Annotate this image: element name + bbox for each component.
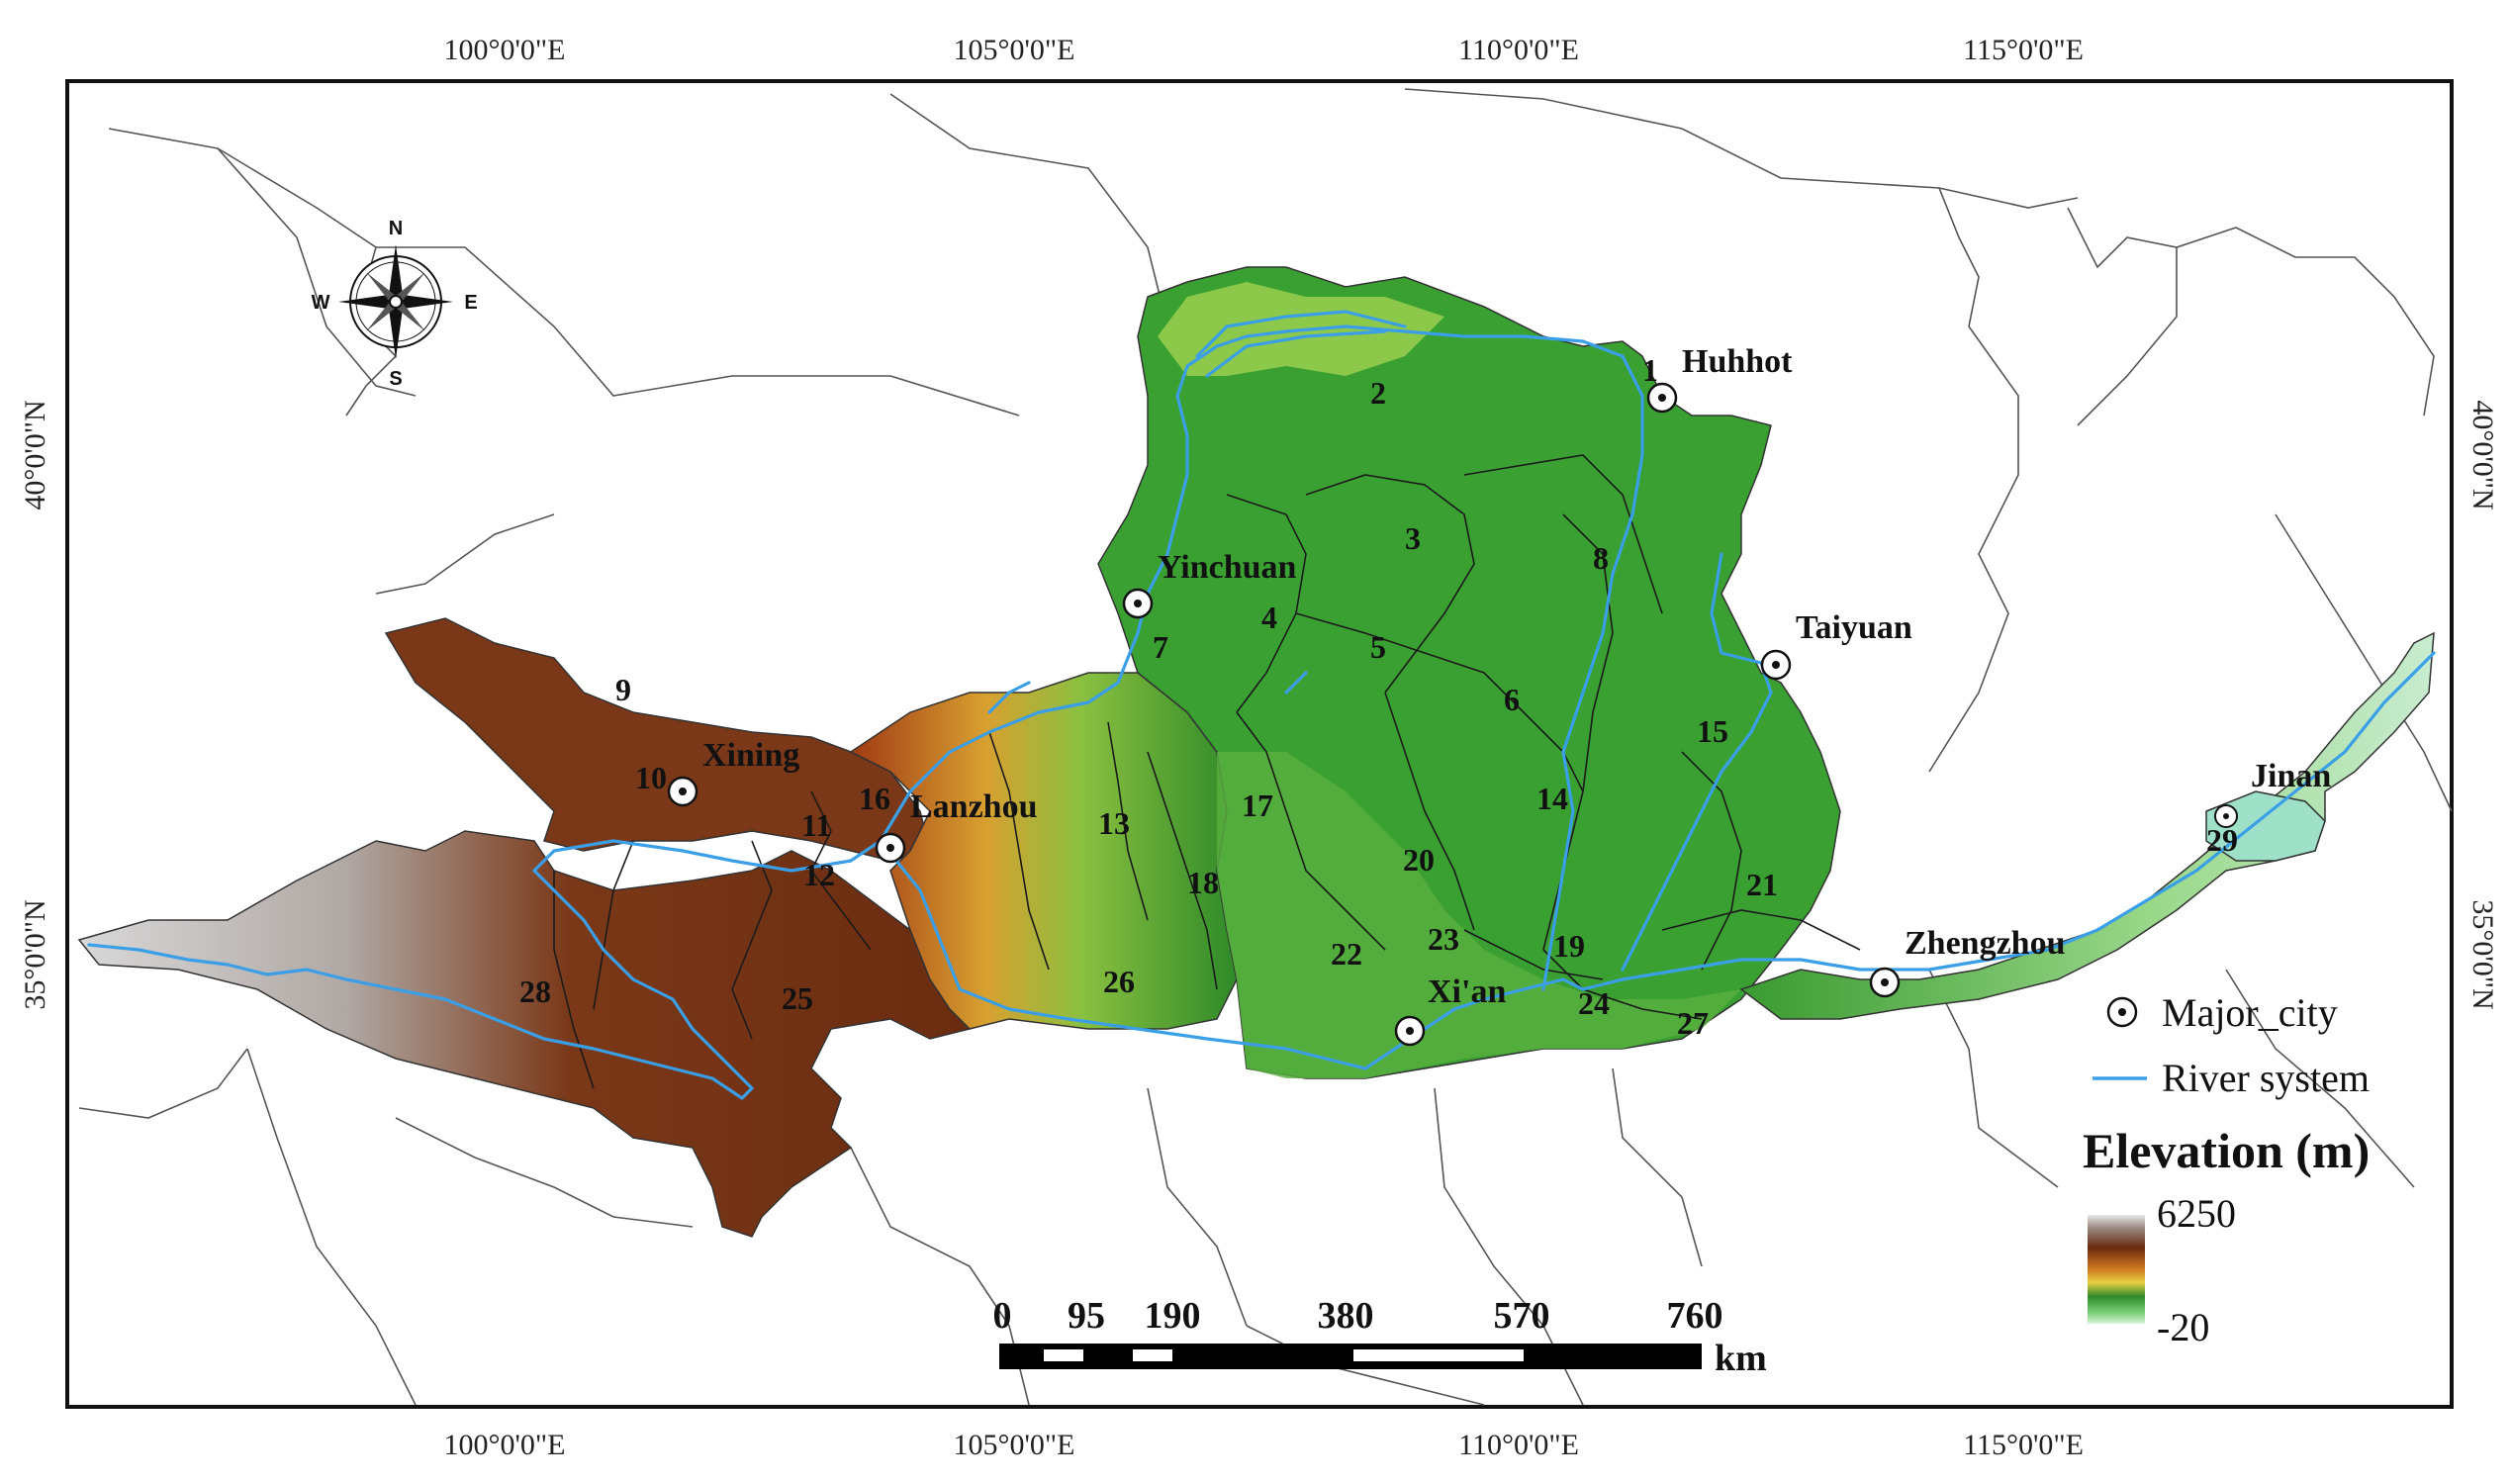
subbasin-number: 5: [1370, 629, 1386, 665]
scale-label: 570: [1494, 1295, 1550, 1337]
lat-tick-left: 35°0'0"N: [19, 899, 51, 1009]
lon-tick-top: 115°0'0"E: [1963, 34, 2084, 66]
lon-tick-bottom: 115°0'0"E: [1963, 1429, 2084, 1461]
elevation-max: 6250: [2157, 1191, 2236, 1236]
city-label-yinchuan: Yinchuan: [1158, 549, 1297, 586]
subbasin-number: 16: [859, 781, 890, 816]
subbasin-number: 6: [1504, 682, 1520, 717]
compass-s: S: [389, 368, 402, 390]
compass-e: E: [464, 292, 477, 314]
subbasin-number: 9: [615, 672, 631, 707]
scale-unit: km: [1715, 1338, 1767, 1379]
city-label-taiyuan: Taiyuan: [1796, 609, 1912, 646]
elevation-colorbar: [2088, 1215, 2145, 1324]
subbasin-number: 4: [1261, 600, 1277, 635]
subbasin-number: 12: [803, 857, 835, 892]
lon-tick-top: 110°0'0"E: [1458, 34, 1579, 66]
city-label-xian: Xi'an: [1428, 974, 1506, 1010]
lon-tick-bottom: 105°0'0"E: [954, 1429, 1075, 1461]
subbasin-number: 11: [801, 807, 831, 843]
subbasin-number: 23: [1428, 921, 1459, 957]
lat-tick-left: 40°0'0"N: [19, 400, 51, 510]
subbasin-number: 22: [1331, 936, 1362, 972]
lat-tick-right: 35°0'0"N: [2466, 899, 2499, 1009]
subbasin-number: 26: [1103, 964, 1135, 999]
subbasin-number: 8: [1593, 540, 1609, 576]
scale-label: 0: [993, 1295, 1012, 1337]
subbasin-number: 18: [1187, 865, 1219, 900]
subbasin-number: 29: [2206, 822, 2238, 858]
elevation-min: -20: [2157, 1305, 2209, 1349]
subbasin-number: 2: [1370, 375, 1386, 411]
city-marker-icon: [2214, 804, 2238, 828]
subbasin-number: 21: [1746, 867, 1778, 902]
scale-label: 380: [1318, 1295, 1374, 1337]
subbasin-numbers: 1 2 3 4 5 6 7 8 9 10 11 12 13 14 15 16 1…: [519, 352, 2238, 1041]
city-label-zhengzhou: Zhengzhou: [1905, 925, 2066, 962]
lat-tick-right: 40°0'0"N: [2466, 400, 2499, 510]
subbasin-number: 20: [1403, 842, 1435, 878]
river-system: [87, 310, 2436, 1100]
city-marker-icon: [1760, 649, 1792, 681]
subbasin-number: 28: [519, 974, 551, 1009]
coordinate-ticks: 100°0'0"E 105°0'0"E 110°0'0"E 115°0'0"E …: [19, 34, 2499, 1461]
compass-rose-icon: N S E W: [312, 218, 478, 390]
subbasin-number: 13: [1098, 805, 1130, 841]
scale-label: 760: [1667, 1295, 1723, 1337]
subbasin-number: 3: [1405, 520, 1421, 556]
city-label-lanzhou: Lanzhou: [910, 788, 1038, 825]
map-legend: Major_city River system Elevation (m) 62…: [2083, 990, 2370, 1349]
compass-w: W: [312, 292, 330, 314]
city-label-huhhot: Huhhot: [1682, 343, 1793, 380]
city-label-xining: Xining: [702, 737, 799, 774]
lon-tick-bottom: 100°0'0"E: [444, 1429, 566, 1461]
lon-tick-top: 105°0'0"E: [954, 34, 1075, 66]
subbasin-number: 10: [635, 760, 667, 795]
subbasin-number: 24: [1578, 985, 1610, 1021]
subbasin-number: 19: [1553, 928, 1585, 964]
city-labels: Huhhot Yinchuan Taiyuan Xining Lanzhou X…: [702, 343, 2331, 1010]
lon-tick-bottom: 110°0'0"E: [1458, 1429, 1579, 1461]
compass-n: N: [389, 218, 403, 239]
province-boundaries: [78, 88, 2453, 1406]
city-marker-icon: [667, 776, 698, 807]
city-marker-icon: [1646, 382, 1678, 414]
city-label-jinan: Jinan: [2251, 758, 2331, 794]
city-marker-icon: [1122, 588, 1154, 619]
subbasin-number: 15: [1697, 713, 1728, 749]
city-markers: [667, 382, 2238, 1047]
subbasin-number: 25: [782, 980, 813, 1016]
legend-major-city: Major_city: [2162, 990, 2338, 1035]
city-marker-icon: [1869, 967, 1901, 998]
subbasin-number: 27: [1677, 1005, 1709, 1041]
city-marker-icon: [875, 832, 906, 864]
lon-tick-top: 100°0'0"E: [444, 34, 566, 66]
city-marker-icon: [1394, 1015, 1426, 1047]
scale-label: 95: [1068, 1295, 1105, 1337]
subbasin-number: 14: [1536, 781, 1568, 816]
subbasin-number: 1: [1642, 352, 1658, 388]
subbasin-number: 17: [1242, 788, 1273, 823]
elevation-title: Elevation (m): [2083, 1123, 2370, 1178]
basin-terrain: [77, 266, 2435, 1238]
subbasin-number: 7: [1153, 629, 1168, 665]
scale-bar: 0 95 190 380 570 760 km: [993, 1295, 1767, 1379]
major-city-legend-icon: [2106, 996, 2138, 1028]
legend-river-system: River system: [2162, 1056, 2370, 1100]
scale-label: 190: [1145, 1295, 1201, 1337]
